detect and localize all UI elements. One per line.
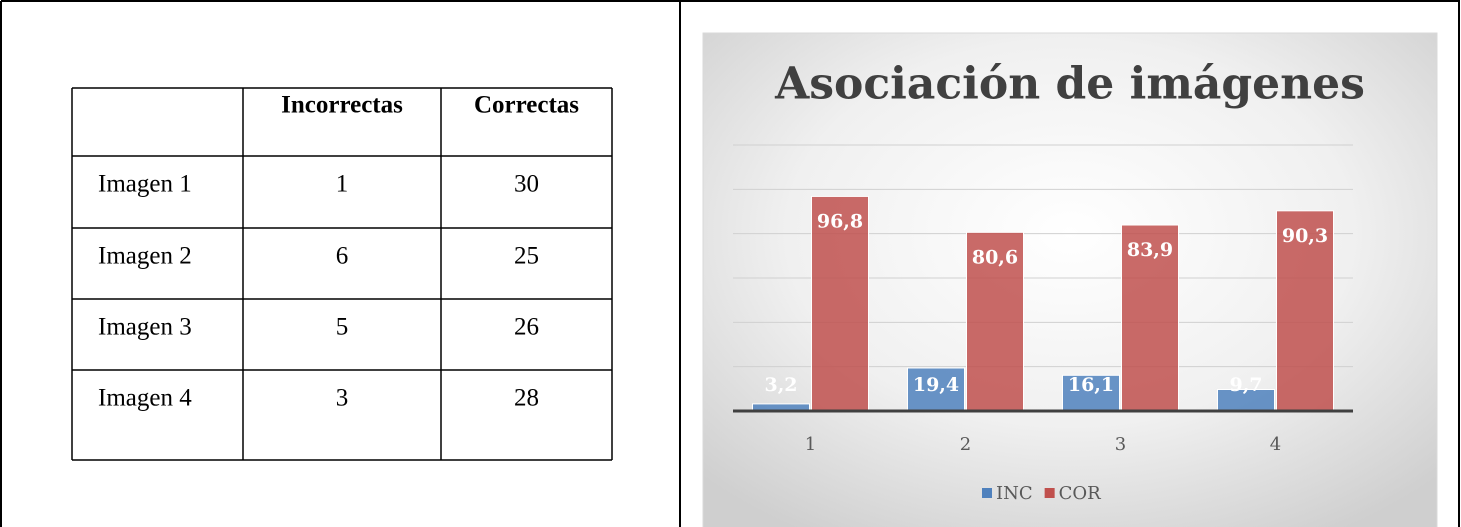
- bar: [907, 367, 965, 412]
- table-cell: 30: [514, 171, 539, 198]
- data-label: 80,6: [972, 246, 1018, 268]
- table-cell: 6: [336, 243, 349, 270]
- legend-label: COR: [1059, 483, 1102, 504]
- x-tick-label: 1: [805, 434, 816, 455]
- row-label: Imagen 2: [98, 243, 192, 270]
- column-header: Correctas: [474, 92, 579, 119]
- column-header: Incorrectas: [281, 92, 403, 119]
- legend-swatch: [1044, 488, 1055, 498]
- x-tick-label: 3: [1115, 434, 1126, 455]
- data-table: Incorrectas Correctas Imagen 1 1 30 Imagen 2 6…: [71, 87, 613, 461]
- row-label: Imagen 1: [98, 171, 192, 198]
- x-tick-label: 2: [960, 434, 971, 455]
- bar: [1121, 224, 1179, 412]
- table-cell: 26: [514, 314, 539, 341]
- chart-title: Asociación de imágenes: [774, 59, 1365, 110]
- table-cell: 28: [514, 385, 539, 412]
- data-label: 9,7: [1229, 374, 1262, 396]
- table-cell: 1: [336, 171, 349, 198]
- data-label: 83,9: [1127, 239, 1173, 261]
- row-label: Imagen 4: [98, 385, 192, 412]
- legend-label: INC: [996, 483, 1033, 504]
- data-label: 16,1: [1068, 374, 1114, 396]
- data-label: 19,4: [913, 374, 959, 396]
- bar: [811, 195, 869, 412]
- legend-swatch: [982, 488, 992, 498]
- data-label: 3,2: [764, 374, 797, 396]
- bar: [1062, 374, 1120, 412]
- data-label: 90,3: [1282, 225, 1328, 247]
- bar: [966, 231, 1024, 412]
- chart: Asociación de imágenes 3,2 19,4 16,1 9,7 96,…: [733, 59, 1365, 504]
- data-label: 96,8: [817, 210, 863, 232]
- table-cell: 3: [336, 385, 349, 412]
- row-label: Imagen 3: [98, 314, 192, 341]
- table-cell: 25: [514, 243, 539, 270]
- x-tick-label: 4: [1270, 434, 1281, 455]
- table-cell: 5: [336, 314, 349, 341]
